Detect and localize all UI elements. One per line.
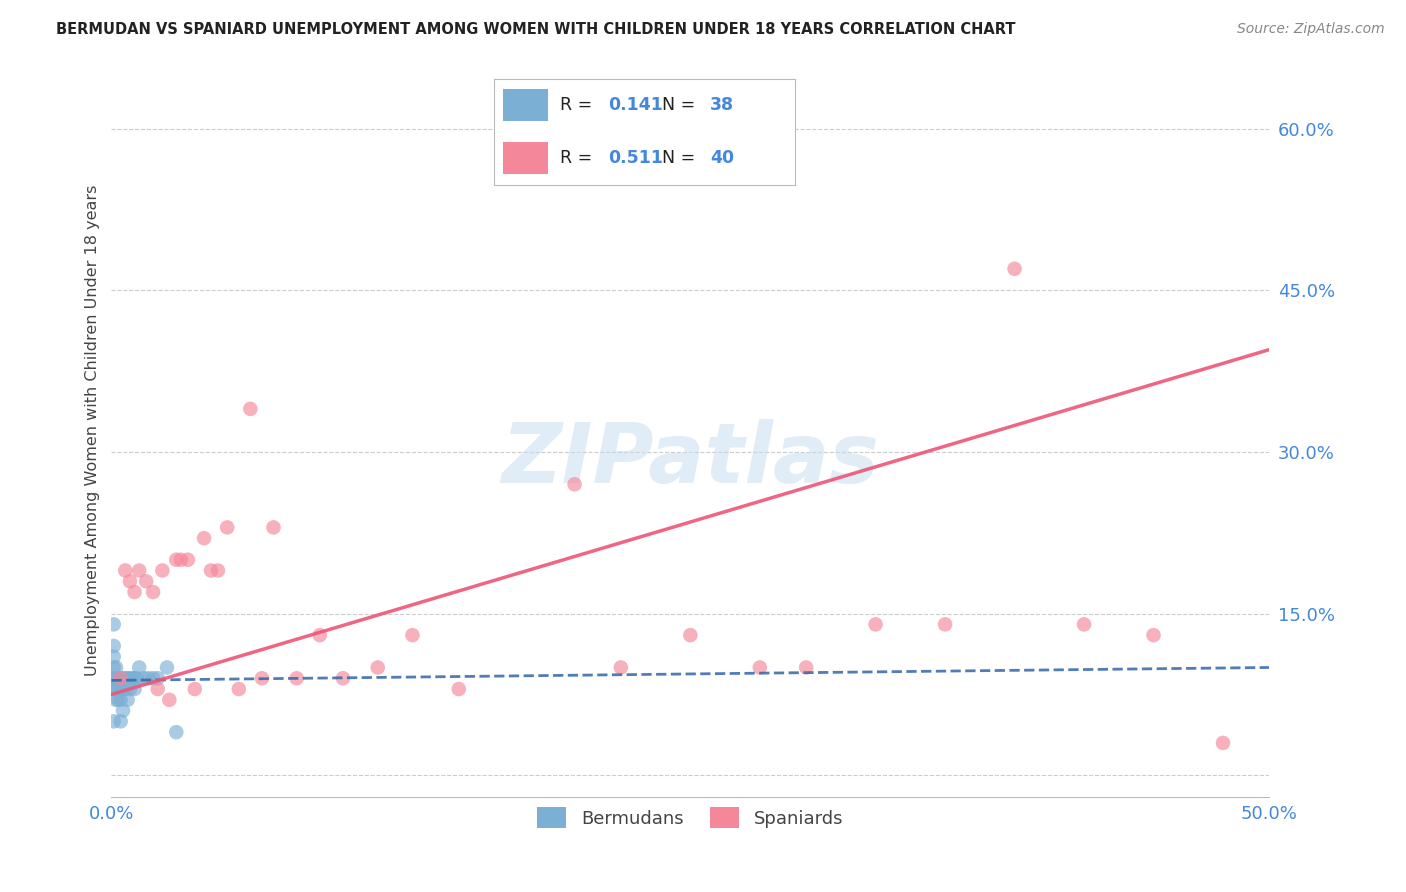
Point — [135, 574, 157, 589]
Point — [1004, 261, 1026, 276]
Point — [114, 681, 136, 696]
Text: Source: ZipAtlas.com: Source: ZipAtlas.com — [1237, 22, 1385, 37]
Point — [110, 671, 132, 685]
Point — [239, 401, 262, 416]
Text: ZIPatlas: ZIPatlas — [502, 419, 879, 500]
Point — [142, 671, 165, 685]
Point — [263, 520, 285, 534]
Point — [124, 585, 146, 599]
Point — [865, 617, 887, 632]
Y-axis label: Unemployment Among Women with Children Under 18 years: Unemployment Among Women with Children U… — [86, 185, 100, 676]
Point — [207, 564, 229, 578]
Point — [107, 693, 129, 707]
Point — [146, 681, 169, 696]
Point — [165, 552, 187, 566]
Point — [494, 132, 516, 146]
Point — [118, 574, 141, 589]
Point — [165, 725, 187, 739]
Point — [105, 693, 128, 707]
Point — [564, 477, 586, 491]
Point — [285, 671, 308, 685]
Point — [117, 671, 139, 685]
Point — [105, 660, 128, 674]
Point — [124, 671, 146, 685]
Point — [308, 628, 330, 642]
Point — [128, 660, 150, 674]
Point — [125, 671, 148, 685]
Point — [111, 681, 134, 696]
Point — [367, 660, 389, 674]
Point — [748, 660, 770, 674]
Point — [117, 693, 139, 707]
Point — [103, 617, 125, 632]
Point — [128, 564, 150, 578]
Point — [157, 693, 180, 707]
Point — [250, 671, 273, 685]
Point — [118, 681, 141, 696]
Point — [103, 639, 125, 653]
Point — [107, 671, 129, 685]
Point — [1212, 736, 1234, 750]
Point — [105, 671, 128, 685]
Point — [114, 564, 136, 578]
Point — [142, 585, 165, 599]
Point — [111, 704, 134, 718]
Point — [110, 671, 132, 685]
Point — [228, 681, 250, 696]
Point — [103, 681, 125, 696]
Point — [794, 660, 817, 674]
Point — [401, 628, 423, 642]
Point — [934, 617, 956, 632]
Point — [121, 671, 143, 685]
Point — [177, 552, 200, 566]
Point — [103, 660, 125, 674]
Point — [132, 671, 155, 685]
Point — [146, 671, 169, 685]
Point — [332, 671, 354, 685]
Point — [1073, 617, 1095, 632]
Point — [110, 714, 132, 729]
Point — [170, 552, 193, 566]
Point — [107, 681, 129, 696]
Point — [114, 671, 136, 685]
Point — [150, 564, 173, 578]
Point — [679, 628, 702, 642]
Point — [193, 531, 215, 545]
Point — [103, 649, 125, 664]
Point — [447, 681, 470, 696]
Point — [200, 564, 222, 578]
Point — [105, 681, 128, 696]
Point — [156, 660, 179, 674]
Point — [111, 671, 134, 685]
Point — [217, 520, 239, 534]
Point — [138, 671, 160, 685]
Point — [610, 660, 633, 674]
Point — [110, 681, 132, 696]
Point — [103, 714, 125, 729]
Legend: Bermudans, Spaniards: Bermudans, Spaniards — [530, 800, 851, 836]
Point — [184, 681, 207, 696]
Point — [110, 693, 132, 707]
Point — [103, 671, 125, 685]
Point — [124, 681, 146, 696]
Point — [118, 671, 141, 685]
Text: BERMUDAN VS SPANIARD UNEMPLOYMENT AMONG WOMEN WITH CHILDREN UNDER 18 YEARS CORRE: BERMUDAN VS SPANIARD UNEMPLOYMENT AMONG … — [56, 22, 1015, 37]
Point — [1142, 628, 1164, 642]
